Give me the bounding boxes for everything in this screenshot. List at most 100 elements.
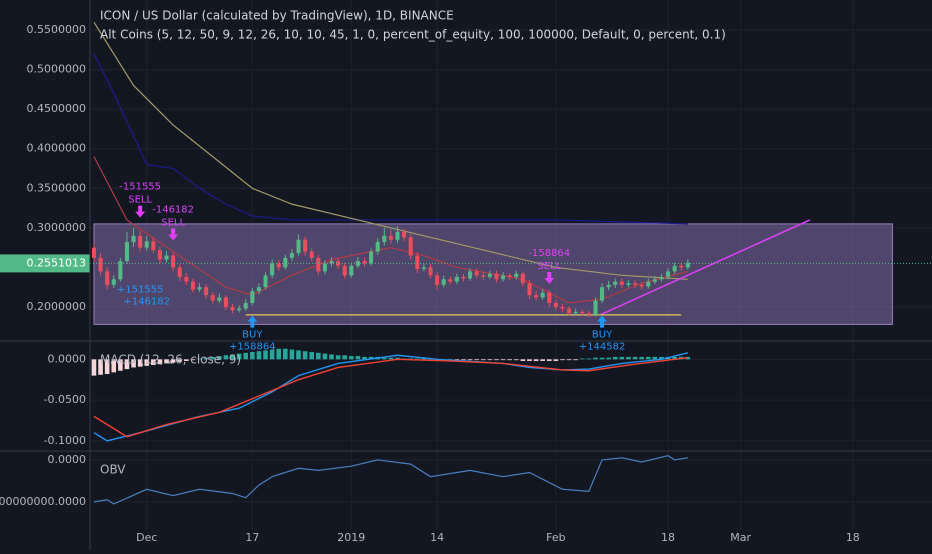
histogram-bar xyxy=(560,359,565,361)
histogram-bar xyxy=(309,352,315,360)
histogram-bar xyxy=(659,356,664,360)
histogram-bar xyxy=(342,355,348,360)
candle-body xyxy=(626,283,631,285)
histogram-bar xyxy=(349,356,354,360)
candle-body xyxy=(547,292,552,304)
candle-body xyxy=(388,235,393,240)
candle-body xyxy=(402,231,407,238)
candle-body xyxy=(164,255,169,260)
y-tick-label: 0.5000000 xyxy=(27,63,87,76)
trend-line xyxy=(599,219,811,316)
x-tick-label: Mar xyxy=(730,531,751,544)
candle-body xyxy=(157,250,162,260)
moving-average xyxy=(93,156,688,304)
candle-body xyxy=(593,300,598,315)
histogram-bar xyxy=(599,357,605,360)
histogram-bar xyxy=(203,357,209,360)
histogram-bar xyxy=(368,356,374,360)
candle-body xyxy=(151,241,156,251)
candle-body xyxy=(507,275,512,277)
histogram-bar xyxy=(250,352,255,360)
signal-amount: -158864 xyxy=(528,248,570,259)
candle-body xyxy=(118,261,123,280)
histogram-bar xyxy=(619,356,625,360)
chart-title: ICON / US Dollar (calculated by TradingV… xyxy=(100,9,454,23)
histogram-bar xyxy=(500,359,506,361)
histogram-bar xyxy=(111,359,117,373)
x-tick-label: 18 xyxy=(661,531,675,544)
candle-body xyxy=(468,271,473,279)
candle-body xyxy=(514,273,519,277)
histogram-bar xyxy=(269,349,275,360)
histogram-bar xyxy=(533,359,539,361)
signal-arrow xyxy=(135,205,146,218)
candle-body xyxy=(633,283,638,285)
histogram-bar xyxy=(645,356,651,360)
candle-body xyxy=(461,276,466,279)
candle-body xyxy=(408,237,413,256)
candle-body xyxy=(573,311,578,314)
histogram-bar xyxy=(184,359,189,361)
histogram-bar xyxy=(170,359,176,363)
histogram-bar xyxy=(381,357,387,360)
candle-body xyxy=(487,273,492,277)
candle-body xyxy=(289,253,294,258)
candle-body xyxy=(250,291,255,304)
candle-body xyxy=(223,297,228,307)
histogram-bar xyxy=(507,359,512,361)
candle-body xyxy=(204,287,209,296)
candle-body xyxy=(619,281,624,285)
candle-body xyxy=(685,262,690,268)
candle-body xyxy=(237,308,242,311)
histogram-bar xyxy=(487,359,493,361)
histogram-bar xyxy=(355,356,361,360)
signal-arrow xyxy=(544,272,555,285)
y-tick-label: 0.3000000 xyxy=(27,221,87,234)
candle-body xyxy=(606,284,611,288)
histogram-bar xyxy=(652,356,658,360)
signal-arrow xyxy=(247,315,258,328)
candle-body xyxy=(230,306,235,311)
histogram-bar xyxy=(454,359,460,361)
candle-body xyxy=(474,271,479,276)
candle-body xyxy=(382,235,387,243)
histogram-bar xyxy=(335,355,341,360)
candle-body xyxy=(105,271,110,285)
signal-label: BUY xyxy=(592,330,613,341)
histogram-bar xyxy=(137,359,143,367)
histogram-bar xyxy=(243,352,249,360)
exit-amount: +151555 xyxy=(117,285,164,296)
histogram-bar xyxy=(467,359,473,361)
y-tick-label: -100000000.0000 xyxy=(0,495,86,508)
histogram-bar xyxy=(593,357,598,360)
histogram-bar xyxy=(395,357,400,360)
last-price-box xyxy=(0,254,90,273)
candle-body xyxy=(111,279,116,285)
candle-body xyxy=(243,303,248,309)
histogram-bar xyxy=(626,356,631,360)
candle-body xyxy=(197,287,202,290)
obv-label: OBV xyxy=(100,463,126,477)
candle-body xyxy=(171,255,176,268)
histogram-bar xyxy=(104,359,110,374)
histogram-bar xyxy=(151,359,156,366)
histogram-bar xyxy=(579,358,585,360)
signal-label: SELL xyxy=(161,218,185,229)
histogram-bar xyxy=(388,357,394,360)
candle-body xyxy=(217,297,222,301)
histogram-bar xyxy=(177,359,183,362)
candle-body xyxy=(659,276,664,280)
candle-body xyxy=(375,242,380,252)
candle-body xyxy=(553,303,558,307)
candle-body xyxy=(329,261,334,264)
histogram-bar xyxy=(283,348,288,360)
candle-body xyxy=(270,263,275,276)
histogram-bar xyxy=(316,352,321,360)
histogram-bar xyxy=(540,359,545,361)
histogram-bar xyxy=(276,348,282,360)
moving-average xyxy=(93,21,688,280)
candle-body xyxy=(454,276,459,282)
